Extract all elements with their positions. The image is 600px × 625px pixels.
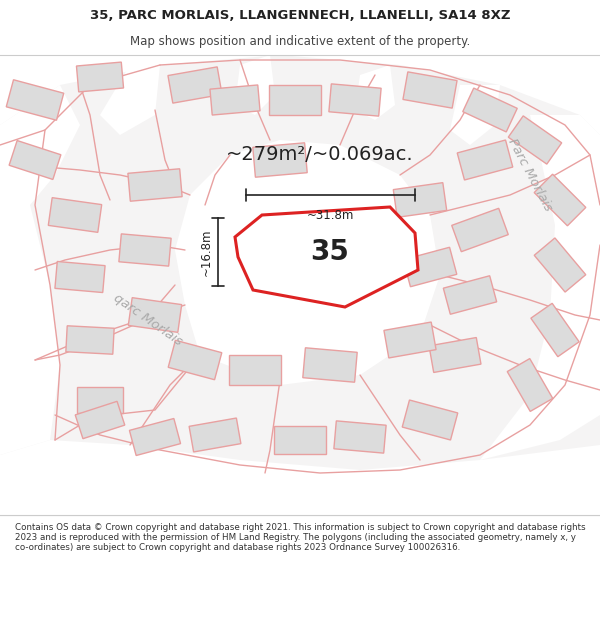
- Polygon shape: [0, 125, 60, 455]
- Text: ~31.8m: ~31.8m: [307, 209, 354, 222]
- Polygon shape: [384, 322, 436, 358]
- Polygon shape: [253, 142, 307, 177]
- Polygon shape: [175, 140, 440, 385]
- Polygon shape: [403, 248, 457, 287]
- Polygon shape: [0, 55, 600, 515]
- Polygon shape: [229, 355, 281, 385]
- Polygon shape: [235, 207, 418, 307]
- Polygon shape: [393, 182, 447, 218]
- Polygon shape: [76, 62, 124, 92]
- Polygon shape: [334, 421, 386, 453]
- Text: Parc Morlais: Parc Morlais: [505, 136, 554, 214]
- Polygon shape: [269, 85, 321, 115]
- Polygon shape: [0, 55, 600, 135]
- Text: 35, PARC MORLAIS, LLANGENNECH, LLANELLI, SA14 8XZ: 35, PARC MORLAIS, LLANGENNECH, LLANELLI,…: [90, 9, 510, 22]
- Polygon shape: [6, 80, 64, 120]
- Polygon shape: [508, 116, 562, 164]
- Polygon shape: [0, 85, 80, 205]
- Polygon shape: [534, 174, 586, 226]
- Text: ~279m²/~0.069ac.: ~279m²/~0.069ac.: [226, 146, 414, 164]
- Polygon shape: [355, 65, 395, 120]
- Text: Map shows position and indicative extent of the property.: Map shows position and indicative extent…: [130, 35, 470, 48]
- Polygon shape: [210, 85, 260, 115]
- Polygon shape: [235, 55, 275, 115]
- Polygon shape: [119, 234, 171, 266]
- Polygon shape: [48, 198, 102, 232]
- Polygon shape: [100, 65, 160, 135]
- Polygon shape: [0, 440, 600, 515]
- Text: 35: 35: [311, 238, 349, 266]
- Polygon shape: [457, 140, 513, 180]
- Polygon shape: [75, 401, 125, 439]
- Polygon shape: [329, 84, 381, 116]
- Polygon shape: [443, 276, 497, 314]
- Polygon shape: [531, 303, 579, 357]
- Polygon shape: [128, 298, 182, 332]
- Polygon shape: [130, 419, 181, 456]
- Text: qarc Morlais: qarc Morlais: [111, 291, 185, 349]
- Polygon shape: [507, 359, 553, 411]
- Polygon shape: [429, 338, 481, 372]
- Polygon shape: [463, 88, 517, 132]
- Text: Contains OS data © Crown copyright and database right 2021. This information is : Contains OS data © Crown copyright and d…: [15, 522, 586, 552]
- Polygon shape: [55, 261, 105, 292]
- Polygon shape: [403, 72, 457, 108]
- Polygon shape: [402, 400, 458, 440]
- Polygon shape: [480, 115, 600, 460]
- Polygon shape: [452, 208, 508, 252]
- Polygon shape: [168, 67, 222, 103]
- Text: ~16.8m: ~16.8m: [200, 228, 213, 276]
- Polygon shape: [66, 326, 114, 354]
- Polygon shape: [303, 348, 357, 382]
- Polygon shape: [77, 387, 123, 413]
- Polygon shape: [128, 169, 182, 201]
- Polygon shape: [168, 340, 222, 380]
- Polygon shape: [189, 418, 241, 452]
- Polygon shape: [9, 141, 61, 179]
- Polygon shape: [450, 85, 500, 145]
- Polygon shape: [274, 426, 326, 454]
- Polygon shape: [534, 238, 586, 292]
